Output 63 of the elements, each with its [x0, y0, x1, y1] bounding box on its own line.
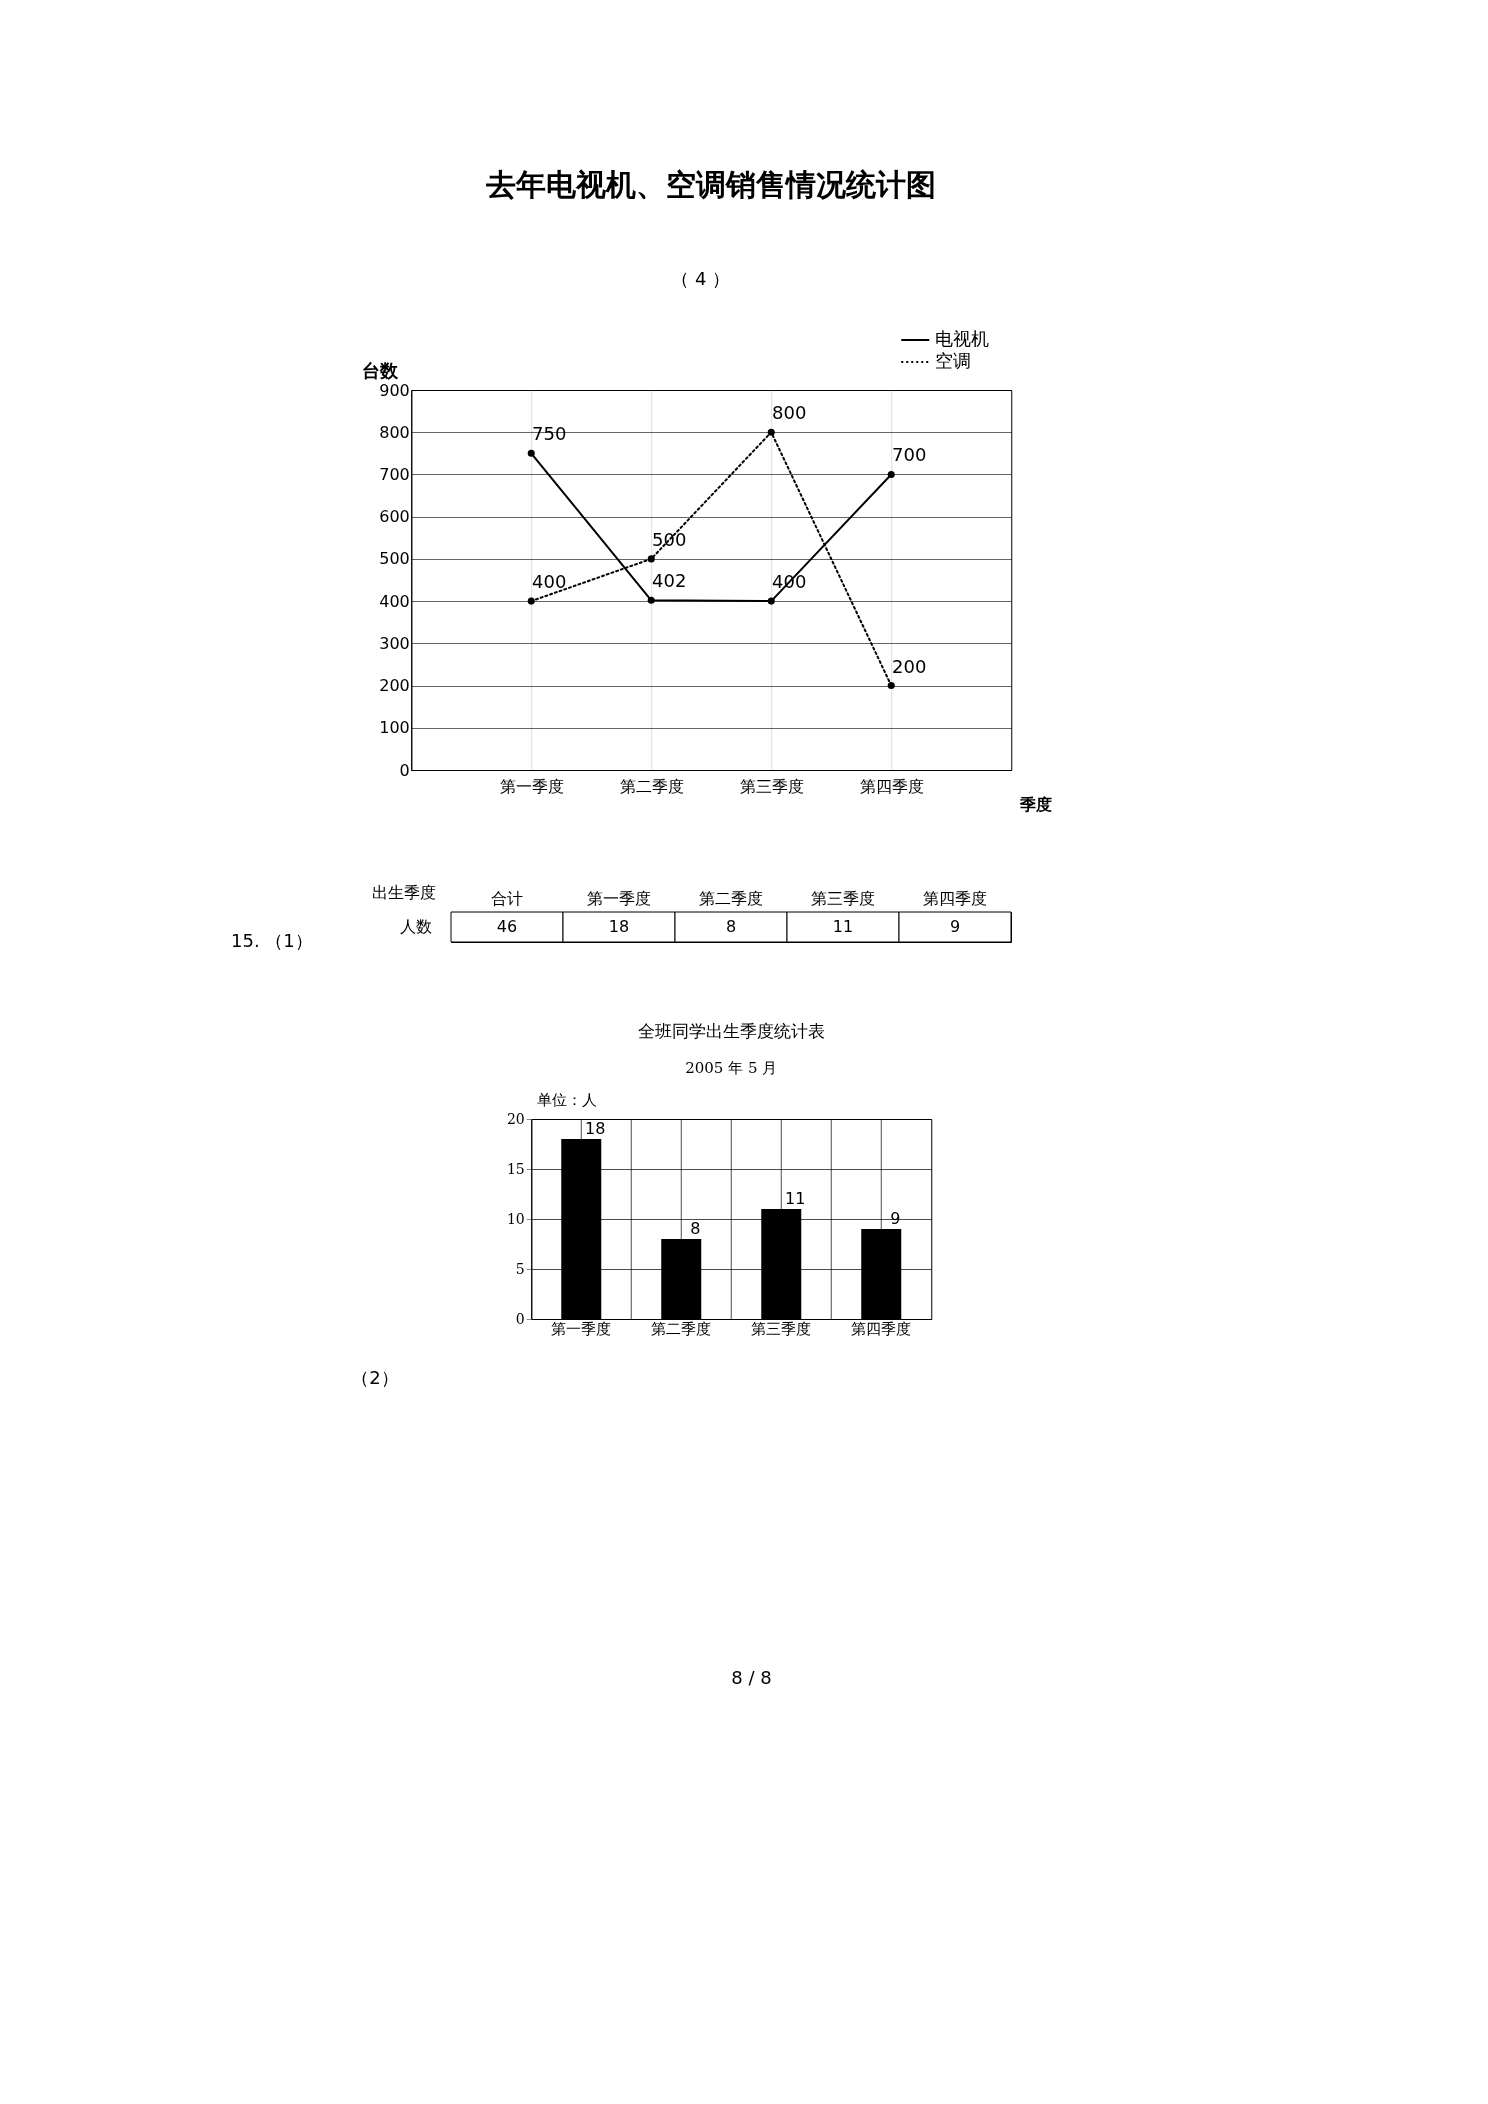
y-tick-label: 800 [379, 422, 410, 442]
text: 8 / 8 [731, 1667, 772, 1688]
y-tick-label: 400 [379, 591, 410, 611]
y-tick-label: 700 [379, 464, 410, 484]
y-tick-label: 300 [379, 633, 410, 653]
y-tick-label: 0 [515, 1310, 525, 1327]
point [767, 428, 775, 436]
text: 出生季度 [371, 882, 436, 902]
y-tick-label: 20 [506, 1110, 525, 1127]
category-label: 第二季度 [699, 888, 763, 908]
x-tick-label: 第三季度 [751, 1319, 812, 1338]
text: 人数 [399, 917, 432, 936]
data-label: 400 [532, 571, 567, 593]
point [647, 555, 655, 563]
point [647, 596, 655, 604]
x-tick-label: 第一季度 [499, 776, 564, 796]
text: （ 4 ） [671, 268, 731, 289]
text: 15. （1） [231, 930, 313, 951]
x-tick-label: 第四季度 [859, 776, 924, 796]
category-label: 合计 [491, 888, 523, 908]
point [527, 597, 535, 605]
data-label: 9 [949, 917, 961, 936]
x-tick-label: 第四季度 [851, 1319, 912, 1338]
data-label: 18 [608, 917, 630, 936]
point [767, 597, 775, 605]
x-tick-label: 第二季度 [619, 776, 684, 796]
x-tick-label: 第一季度 [551, 1319, 612, 1338]
data-label: 8 [725, 917, 737, 936]
data-label: 18 [585, 1119, 606, 1138]
category-label: 第三季度 [811, 888, 875, 908]
y-tick-label: 0 [399, 760, 410, 780]
point [887, 682, 895, 690]
chart-subtitle: 2005 年 5 月 [685, 1059, 778, 1077]
y-tick-label: 600 [379, 507, 410, 527]
data-label: 46 [496, 917, 518, 936]
y-axis-title: 台数 [361, 359, 399, 381]
data-label: 11 [832, 917, 854, 936]
y-tick-label: 5 [515, 1260, 525, 1277]
chart-title: 去年电视机、空调销售情况统计图 [485, 167, 937, 202]
y-tick-label: 500 [379, 549, 410, 569]
y-tick-label: 10 [506, 1210, 525, 1227]
y-tick-label: 200 [379, 676, 410, 696]
y-tick-label: 100 [379, 718, 410, 738]
x-tick-label: 第三季度 [739, 776, 804, 796]
chart-title: 全班同学出生季度统计表 [637, 1021, 825, 1041]
legend-label: 电视机 [935, 328, 990, 349]
point [527, 449, 535, 457]
data-label: 8 [690, 1219, 701, 1238]
data-label: 700 [892, 444, 927, 466]
y-tick-label: 900 [379, 380, 410, 400]
x-axis-title: 季度 [1018, 794, 1052, 814]
y-tick-label: 15 [506, 1160, 525, 1177]
data-label: 200 [892, 655, 927, 677]
point [887, 470, 895, 478]
x-tick-label: 第二季度 [651, 1319, 712, 1338]
data-label: 402 [652, 570, 687, 592]
data-label: 800 [772, 402, 807, 424]
category-label: 第一季度 [587, 888, 651, 908]
data-label: 11 [785, 1189, 806, 1208]
text: （2） [351, 1367, 399, 1388]
category-label: 第四季度 [923, 888, 987, 908]
y-axis-title: 单位：人 [536, 1090, 597, 1109]
legend-label: 空调 [935, 350, 972, 371]
